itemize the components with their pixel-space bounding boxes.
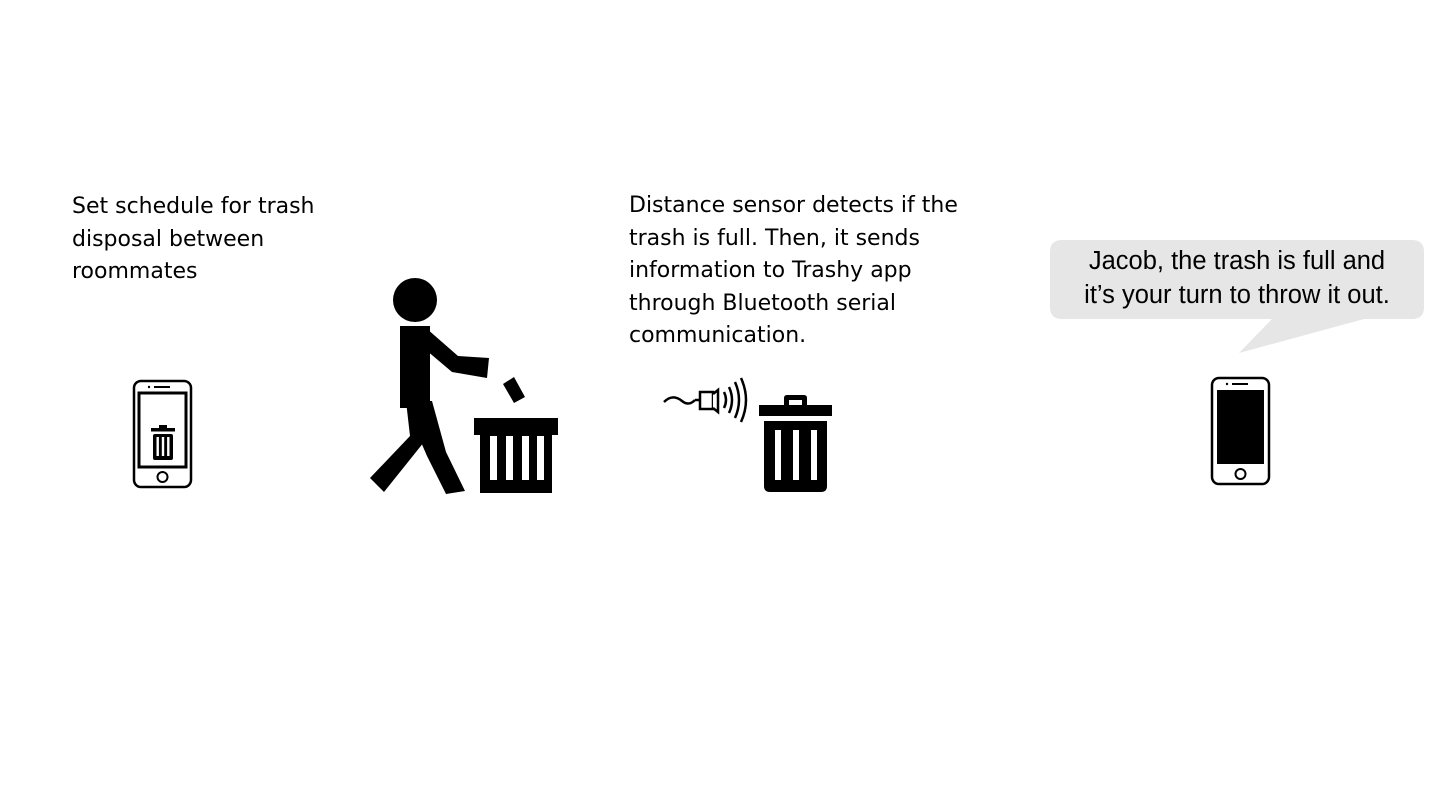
phone-notification-icon [1210, 376, 1271, 486]
distance-sensor-trash-can-icon [663, 377, 832, 492]
person-throwing-trash-icon [370, 278, 558, 494]
notification-bubble: Jacob, the trash is full and it’s your t… [1046, 238, 1426, 356]
notification-text: Jacob, the trash is full and it’s your t… [1050, 245, 1424, 312]
speech-bubble-shape [1050, 240, 1424, 353]
notification-line-1: Jacob, the trash is full and [1088, 247, 1386, 275]
step-3-caption: Distance sensor detects if the trash is … [629, 193, 958, 348]
step-1-caption: Set schedule for trash disposal between … [72, 194, 315, 284]
notification-line-2: it’s your turn to throw it out. [1084, 280, 1390, 309]
phone-with-trash-icon [132, 379, 193, 489]
